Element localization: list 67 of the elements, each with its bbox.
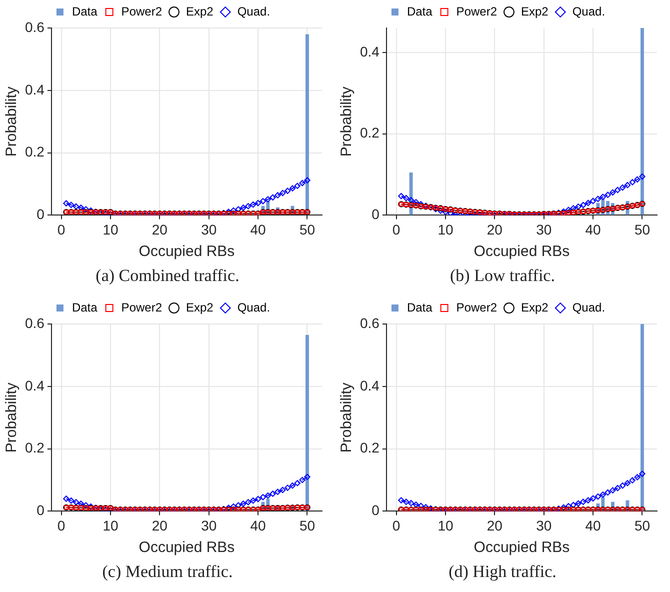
x-tick-label: 10	[438, 221, 454, 238]
x-axis-title: Occupied RBs	[138, 243, 235, 260]
x-tick-label: 30	[536, 221, 552, 238]
y-tick-label: 0.6	[24, 18, 45, 35]
x-tick-label: 50	[299, 517, 316, 534]
legend-label: Power2	[456, 300, 498, 314]
legend-label: Data	[72, 4, 98, 18]
x-tick-label: 40	[585, 221, 602, 238]
legend-label: Exp2	[186, 4, 214, 18]
y-tick-label: 0.2	[24, 440, 45, 456]
legend-label: Power2	[456, 4, 498, 18]
y-tick-label: 0.2	[24, 144, 45, 160]
x-tick-label: 0	[57, 221, 66, 238]
legend-label: Data	[406, 300, 433, 314]
x-tick-label: 10	[102, 221, 118, 238]
x-tick-label: 50	[299, 221, 316, 238]
legend-label: Quad.	[237, 4, 270, 18]
y-axis-title: Probability	[3, 86, 20, 157]
x-tick-label: 30	[201, 517, 217, 534]
y-tick-label: 0.4	[360, 377, 380, 394]
y-tick-label: 0.4	[24, 377, 45, 394]
x-tick-label: 30	[536, 517, 552, 534]
legend-label: Quad.	[572, 300, 606, 314]
legend-label: Data	[72, 300, 98, 314]
y-tick-label: 0	[36, 502, 45, 518]
x-axis-title: Occupied RBs	[474, 243, 570, 260]
x-tick-label: 10	[102, 517, 118, 534]
x-tick-label: 40	[250, 221, 266, 238]
x-tick-label: 0	[57, 517, 66, 534]
legend-label: Data	[406, 4, 433, 18]
legend-label: Quad.	[572, 4, 606, 18]
x-axis-title: Occupied RBs	[138, 539, 235, 556]
x-tick-label: 10	[438, 517, 454, 534]
x-tick-label: 50	[634, 517, 650, 534]
y-tick-label: 0.2	[360, 124, 380, 141]
y-tick-label: 0	[372, 206, 380, 222]
text: (a) Combined traffic.	[94, 266, 240, 286]
y-axis-title: Probability	[3, 382, 20, 453]
y-tick-label: 0	[372, 502, 380, 518]
x-tick-label: 50	[634, 221, 650, 238]
legend-label: Exp2	[520, 300, 549, 314]
x-axis-title: Occupied RBs	[474, 539, 570, 556]
x-tick-label: 40	[250, 517, 266, 534]
y-axis-title: Probability	[338, 86, 356, 157]
y-tick-label: 0.4	[24, 81, 45, 98]
text: (c) Medium traffic.	[101, 562, 234, 582]
text: (d) High traffic.	[448, 562, 558, 582]
x-tick-label: 20	[486, 221, 503, 238]
x-tick-label: 40	[585, 517, 602, 534]
x-tick-label: 0	[392, 221, 400, 238]
x-tick-label: 20	[152, 517, 168, 534]
text: (b) Low traffic.	[449, 266, 556, 286]
legend-label: Quad.	[237, 300, 270, 314]
y-tick-label: 0	[36, 206, 45, 222]
legend-label: Power2	[121, 300, 162, 314]
y-tick-label: 0.4	[360, 43, 380, 60]
y-axis-title: Probability	[338, 382, 356, 453]
y-tick-label: 0.6	[24, 314, 45, 331]
x-tick-label: 20	[152, 221, 168, 238]
x-tick-label: 0	[392, 517, 400, 534]
legend-label: Power2	[121, 4, 162, 18]
y-tick-label: 0.2	[360, 440, 380, 456]
x-tick-label: 30	[201, 221, 217, 238]
legend-label: Exp2	[520, 4, 549, 18]
y-tick-label: 0.6	[360, 314, 380, 331]
legend-label: Exp2	[186, 300, 214, 314]
x-tick-label: 20	[486, 517, 503, 534]
